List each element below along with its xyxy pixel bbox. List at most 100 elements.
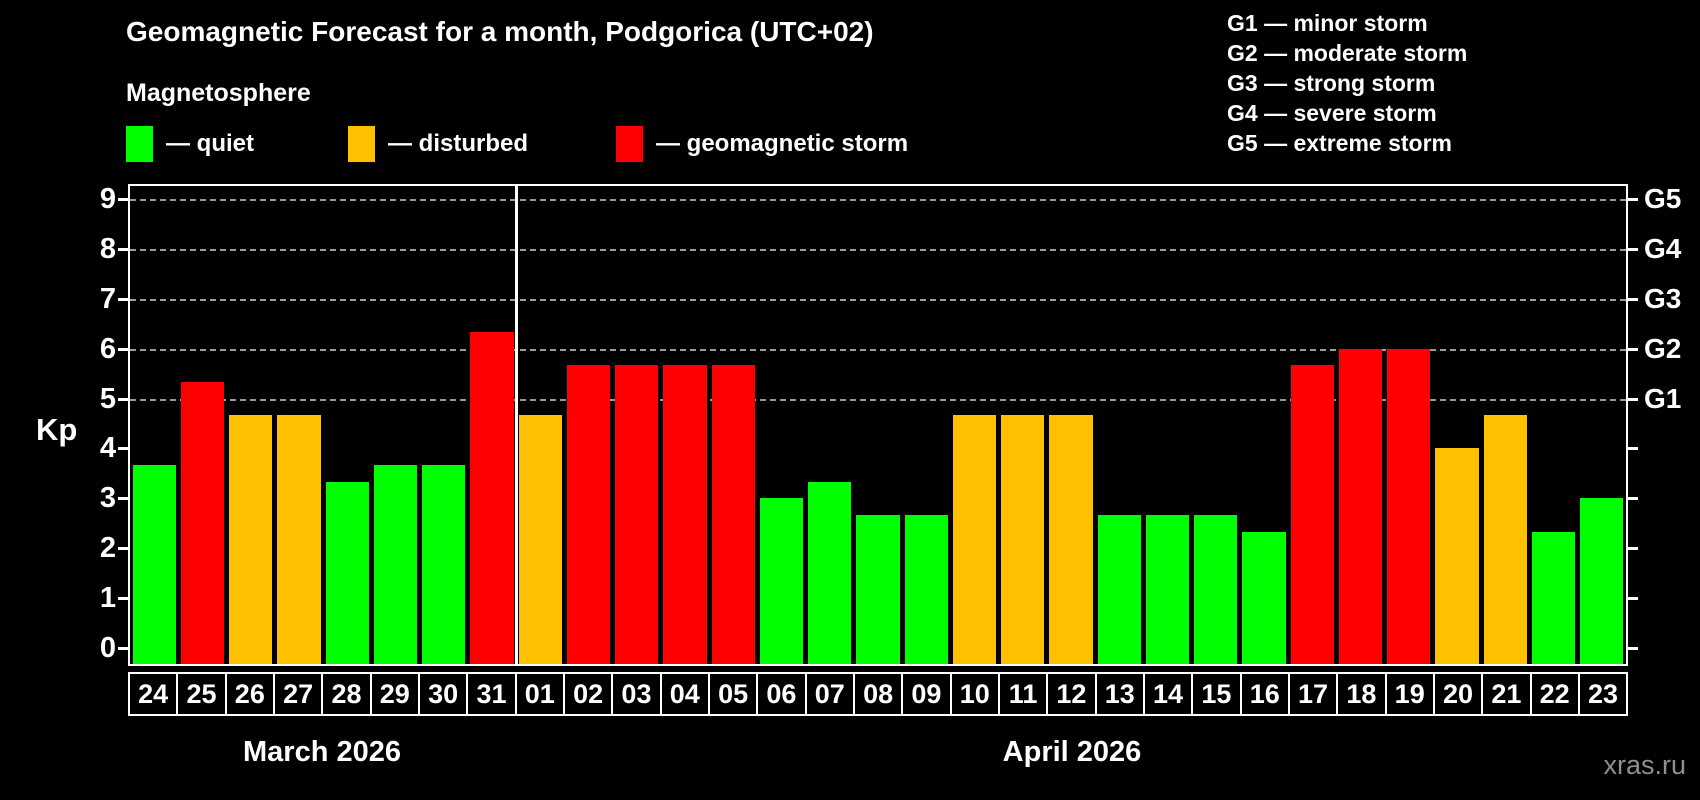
date-axis: 24 25 26 27 28 29 30 31 01 02 03 04 05 06 07 08 09 10 11 12… <box>128 672 1629 716</box>
gridline-kp9 <box>130 198 1626 201</box>
right-tick-mark-8 <box>1628 247 1638 251</box>
legend-label-storm: — geomagnetic storm <box>656 130 909 157</box>
y-tick-label-5: 5 <box>99 382 116 415</box>
kp-bar-06 <box>759 498 804 664</box>
g1-legend-line: G1 — minor storm <box>1227 10 1428 36</box>
right-axis-label-g3: G3 <box>1644 282 1682 314</box>
date-cell-21: 21 <box>1481 672 1532 716</box>
right-tick-mark-1 <box>1628 597 1638 601</box>
kp-bar-23 <box>1580 498 1624 664</box>
storm-color-swatch <box>616 126 643 162</box>
kp-bar-25 <box>180 382 224 664</box>
kp-bar-14 <box>1145 514 1190 664</box>
right-tick-mark-3 <box>1628 497 1638 501</box>
right-axis-label-g5: G5 <box>1644 182 1682 214</box>
left-tick-mark-6 <box>118 347 128 351</box>
kp-bar-20 <box>1435 448 1479 664</box>
right-tick-mark-2 <box>1628 547 1638 551</box>
right-axis-label-g4: G4 <box>1644 232 1682 264</box>
legend-item-storm: — geomagnetic storm <box>616 124 908 164</box>
kp-bar-03 <box>615 365 659 664</box>
g-scale-legend: G1 — minor storm G2 — moderate storm G3 … <box>1227 8 1467 158</box>
kp-bar-28 <box>325 481 369 664</box>
y-tick-label-3: 3 <box>99 482 116 515</box>
gridline-kp6 <box>130 348 1626 351</box>
kp-bar-22 <box>1531 531 1576 664</box>
y-tick-label-4: 4 <box>99 432 116 465</box>
date-cell-30: 30 <box>417 672 469 716</box>
y-tick-label-7: 7 <box>99 282 116 315</box>
right-tick-mark-0 <box>1628 647 1638 650</box>
kp-bar-26 <box>229 414 273 664</box>
kp-bar-01 <box>518 414 562 664</box>
gridline-kp7 <box>130 298 1626 301</box>
y-tick-label-9: 9 <box>99 182 116 215</box>
right-tick-mark-4 <box>1628 447 1638 451</box>
date-cell-28: 28 <box>321 672 372 716</box>
y-tick-label-1: 1 <box>99 582 116 615</box>
watermark: xras.ru <box>1603 750 1686 780</box>
date-cell-05: 05 <box>707 672 759 716</box>
date-cell-10: 10 <box>949 672 1000 716</box>
y-tick-label-2: 2 <box>99 532 116 565</box>
right-tick-mark-6 <box>1628 347 1638 351</box>
chart-subtitle: Magnetosphere <box>126 79 311 107</box>
g5-legend-line: G5 — extreme storm <box>1227 130 1452 156</box>
g4-legend-line: G4 — severe storm <box>1227 100 1437 126</box>
left-tick-mark-7 <box>118 297 128 301</box>
date-cell-03: 03 <box>611 672 662 716</box>
date-cell-23: 23 <box>1577 672 1629 716</box>
left-tick-mark-3 <box>118 497 128 501</box>
date-cell-29: 29 <box>369 672 420 716</box>
kp-bar-05 <box>711 365 755 664</box>
gridline-kp8 <box>130 248 1626 251</box>
date-cell-18: 18 <box>1336 672 1387 716</box>
left-tick-mark-8 <box>118 247 128 251</box>
kp-bar-21 <box>1483 414 1527 664</box>
kp-bar-04 <box>663 365 707 664</box>
kp-bar-12 <box>1049 414 1093 664</box>
kp-bar-08 <box>856 514 900 664</box>
kp-bar-10 <box>952 414 997 664</box>
kp-bar-30 <box>422 464 466 664</box>
date-cell-02: 02 <box>562 672 614 716</box>
date-cell-22: 22 <box>1529 672 1580 716</box>
disturbed-color-swatch <box>348 126 375 162</box>
legend-item-disturbed: — disturbed <box>348 124 528 164</box>
kp-bar-16 <box>1242 531 1286 664</box>
date-cell-06: 06 <box>756 672 807 716</box>
kp-bar-15 <box>1194 514 1238 664</box>
g3-legend-line: G3 — strong storm <box>1227 70 1436 96</box>
left-tick-mark-1 <box>118 597 128 601</box>
kp-bar-18 <box>1338 348 1383 664</box>
date-cell-17: 17 <box>1287 672 1339 716</box>
y-tick-label-6: 6 <box>99 332 116 365</box>
left-tick-mark-2 <box>118 547 128 551</box>
plot-area <box>128 184 1628 666</box>
left-tick-mark-4 <box>118 447 128 451</box>
date-cell-09: 09 <box>901 672 952 716</box>
month-divider-line <box>514 186 518 664</box>
kp-bar-19 <box>1387 348 1431 664</box>
kp-bar-07 <box>808 481 852 664</box>
date-cell-07: 07 <box>804 672 855 716</box>
legend-item-quiet: — quiet <box>126 124 254 164</box>
y-tick-label-0: 0 <box>99 632 116 664</box>
g2-legend-line: G2 — moderate storm <box>1227 40 1468 66</box>
kp-bar-09 <box>904 514 948 664</box>
date-cell-11: 11 <box>997 672 1049 716</box>
page-title: Geomagnetic Forecast for a month, Podgor… <box>126 16 874 47</box>
right-tick-mark-7 <box>1628 297 1638 301</box>
kp-bar-24 <box>132 464 176 664</box>
y-axis-label: Kp <box>36 412 78 447</box>
date-cell-01: 01 <box>514 672 565 716</box>
date-cell-13: 13 <box>1094 672 1145 716</box>
y-tick-label-8: 8 <box>99 232 116 265</box>
kp-bar-27 <box>277 414 321 664</box>
kp-bar-17 <box>1290 365 1334 664</box>
right-tick-mark-5 <box>1628 397 1638 401</box>
date-cell-15: 15 <box>1191 672 1242 716</box>
date-cell-12: 12 <box>1046 672 1097 716</box>
date-cell-08: 08 <box>852 672 904 716</box>
